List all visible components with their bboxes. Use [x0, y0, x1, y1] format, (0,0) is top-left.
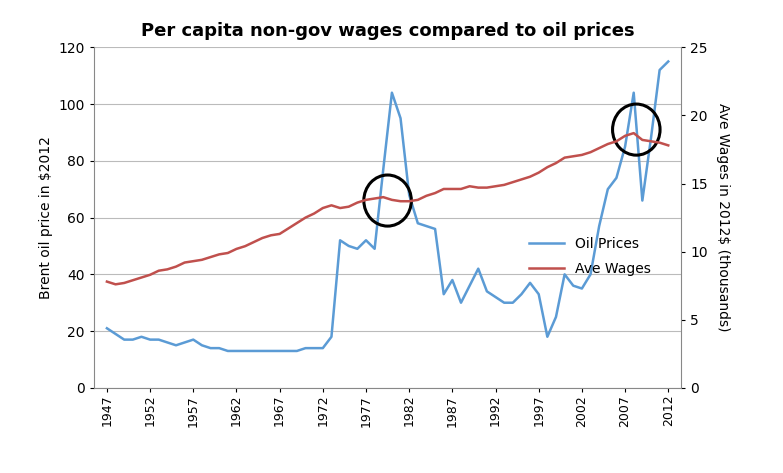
Oil Prices: [249, 348, 258, 354]
Ave Wages: [629, 130, 638, 136]
Ave Wages: [103, 279, 112, 284]
Ave Wages: [154, 268, 164, 273]
Ave Wages: [111, 281, 121, 287]
Y-axis label: Brent oil price in $2012: Brent oil price in $2012: [39, 136, 53, 299]
Oil Prices: [663, 59, 673, 64]
Ave Wages: [663, 142, 673, 148]
Oil Prices: [223, 348, 233, 354]
Line: Ave Wages: Ave Wages: [107, 133, 668, 284]
Line: Oil Prices: Oil Prices: [107, 61, 668, 351]
Ave Wages: [283, 226, 293, 231]
Ave Wages: [249, 239, 258, 245]
Oil Prices: [352, 246, 362, 252]
Ave Wages: [551, 160, 561, 166]
Oil Prices: [146, 337, 155, 342]
Title: Per capita non-gov wages compared to oil prices: Per capita non-gov wages compared to oil…: [141, 22, 634, 40]
Oil Prices: [283, 348, 293, 354]
Oil Prices: [551, 314, 561, 320]
Legend: Oil Prices, Ave Wages: Oil Prices, Ave Wages: [524, 231, 657, 281]
Ave Wages: [352, 200, 362, 205]
Ave Wages: [361, 197, 370, 203]
Oil Prices: [103, 325, 112, 331]
Oil Prices: [629, 90, 638, 96]
Y-axis label: Ave Wages in 2012$ (thousands): Ave Wages in 2012$ (thousands): [716, 103, 730, 332]
